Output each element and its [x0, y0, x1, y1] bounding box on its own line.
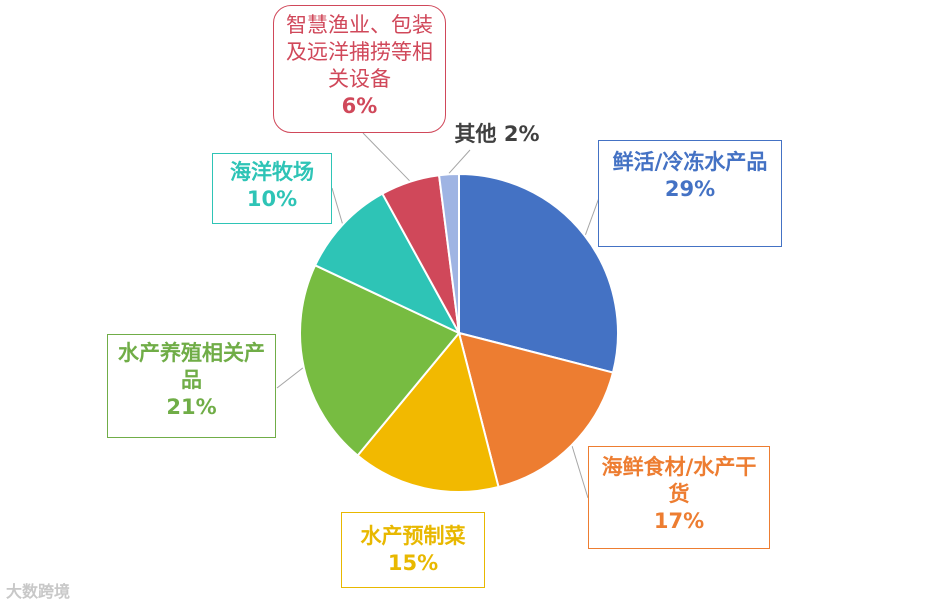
slice-prepared-dishes: [356, 330, 500, 493]
leader-line: [276, 367, 304, 389]
label-other: 其他 2%: [438, 119, 556, 151]
label-smart-fishery: 智慧渔业、包装及远洋捕捞等相关设备 6%: [273, 5, 446, 133]
label-name: 水产预制菜: [360, 524, 466, 548]
label-percent: 6%: [341, 94, 378, 118]
label-name: 智慧渔业、包装及远洋捕捞等相关设备: [286, 13, 433, 91]
slice-aquaculture: [299, 263, 461, 457]
watermark-logo: 大数跨境: [6, 582, 71, 601]
label-marine-ranch: 海洋牧场 10%: [212, 153, 332, 224]
leader-line: [584, 194, 601, 236]
label-name: 海洋牧场: [230, 160, 314, 184]
label-fresh-frozen: 鲜活/冷冻水产品 29%: [598, 140, 782, 247]
slice-seafood-dried: [457, 331, 615, 489]
leader-line: [448, 149, 471, 174]
label-name: 海鲜食材/水产干货: [601, 455, 757, 506]
leader-line: [571, 445, 589, 499]
label-name: 鲜活/冷冻水产品: [612, 150, 768, 174]
label-seafood-dried: 海鲜食材/水产干货 17%: [588, 446, 770, 549]
label-percent: 29%: [664, 177, 716, 201]
leader-line: [362, 132, 410, 182]
label-name: 其他: [454, 122, 497, 146]
label-percent: 10%: [246, 187, 298, 211]
slice-marine-ranch: [313, 192, 462, 336]
label-percent: 2%: [503, 122, 540, 146]
label-percent: 21%: [166, 395, 217, 419]
pie-slices: [299, 172, 619, 493]
label-percent: 17%: [653, 509, 705, 533]
label-percent: 15%: [387, 551, 439, 575]
leader-lines: [276, 132, 601, 499]
label-name: 水产养殖相关产品: [118, 341, 265, 392]
label-prepared-dishes: 水产预制菜 15%: [341, 512, 485, 588]
slice-fresh-frozen: [458, 172, 619, 374]
leader-line: [331, 187, 343, 224]
slice-other: [437, 172, 460, 334]
label-aquaculture: 水产养殖相关产品 21%: [107, 334, 276, 438]
